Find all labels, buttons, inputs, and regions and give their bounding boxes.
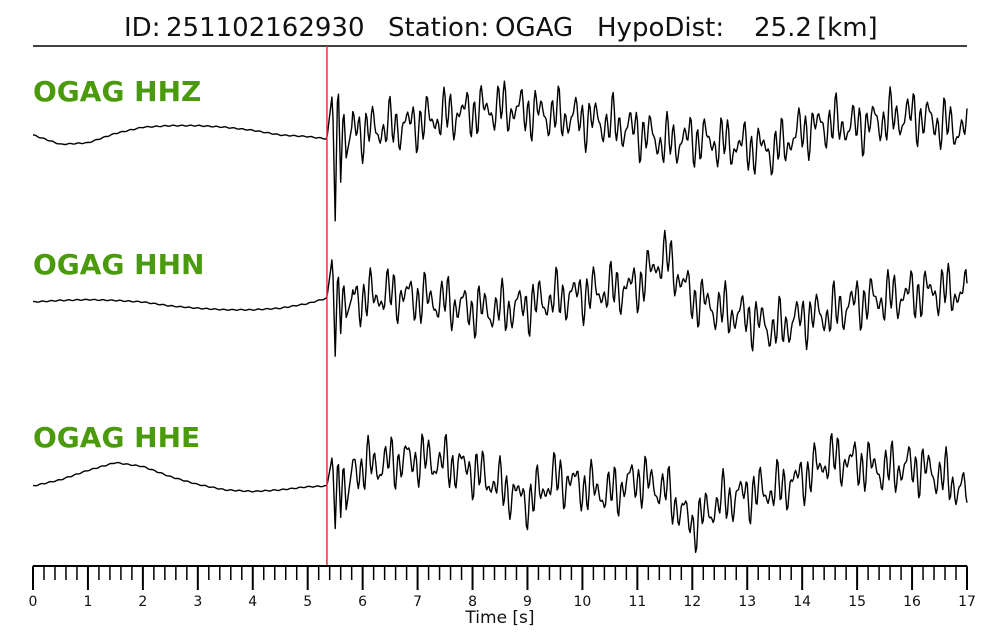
x-tick-label: 7 bbox=[413, 594, 422, 610]
x-tick-label: 4 bbox=[248, 594, 257, 610]
x-tick-label: 2 bbox=[138, 594, 147, 610]
x-axis: 0 1 2 3 4 5 6 7 8 9 10 11 12 13 14 15 16 17 bbox=[29, 565, 976, 610]
x-tick-label: 17 bbox=[958, 594, 976, 610]
x-tick-label: 11 bbox=[628, 594, 646, 610]
x-tick-label: 3 bbox=[193, 594, 202, 610]
x-tick-label: 14 bbox=[793, 594, 811, 610]
id-value: 251102162930 bbox=[166, 13, 365, 43]
x-tick-label: 1 bbox=[83, 594, 92, 610]
channel-label-hhz: OGAG HHZ bbox=[33, 75, 201, 108]
x-tick-label: 8 bbox=[468, 594, 477, 610]
x-tick-label: 13 bbox=[738, 594, 756, 610]
x-tick-label: 6 bbox=[358, 594, 367, 610]
channel-label-hhe: OGAG HHE bbox=[33, 421, 200, 454]
station-value: OGAG bbox=[495, 13, 573, 43]
channel-label-hhn: OGAG HHN bbox=[33, 248, 205, 281]
trace-hhn bbox=[32, 229, 968, 357]
trace-hhz bbox=[33, 80, 968, 222]
hypodist-value: 25.2 bbox=[754, 13, 812, 43]
plot-title: ID: 251102162930 Station: OGAG HypoDist:… bbox=[124, 13, 878, 43]
x-axis-label: Time [s] bbox=[464, 608, 534, 628]
id-label: ID: bbox=[124, 13, 160, 43]
x-tick-label: 12 bbox=[683, 594, 701, 610]
x-tick-label: 15 bbox=[848, 594, 866, 610]
hypodist-unit: [km] bbox=[817, 13, 878, 43]
trace-hhe bbox=[33, 433, 968, 553]
x-tick-label: 0 bbox=[29, 594, 38, 610]
x-tick-label: 16 bbox=[903, 594, 921, 610]
station-label: Station: bbox=[388, 13, 489, 43]
x-tick-label: 9 bbox=[523, 594, 532, 610]
x-tick-label: 5 bbox=[303, 594, 312, 610]
x-tick-label: 10 bbox=[573, 594, 591, 610]
hypodist-label: HypoDist: bbox=[597, 13, 724, 43]
